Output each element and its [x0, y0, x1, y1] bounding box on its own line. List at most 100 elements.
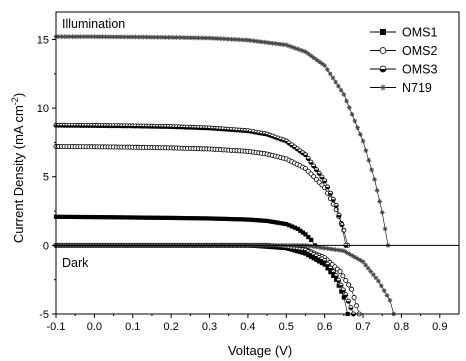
data-point — [254, 218, 259, 223]
data-point — [177, 215, 182, 221]
data-point — [370, 272, 376, 278]
data-point — [223, 216, 229, 222]
data-point — [56, 34, 62, 40]
data-point — [259, 39, 265, 45]
data-point — [272, 41, 278, 46]
data-point — [378, 283, 384, 289]
data-point — [185, 216, 190, 221]
data-point — [275, 41, 281, 47]
x-tick-label: 0.5 — [279, 321, 294, 333]
data-point — [335, 83, 341, 89]
data-point — [196, 216, 201, 221]
data-point — [284, 221, 289, 227]
data-point — [138, 215, 144, 220]
data-point — [67, 34, 73, 40]
data-point — [149, 34, 155, 40]
data-point — [303, 232, 308, 237]
data-point — [333, 273, 339, 279]
data-point — [322, 257, 328, 263]
legend-marker — [380, 29, 386, 35]
data-point — [248, 38, 254, 43]
data-point — [81, 214, 86, 220]
data-point — [242, 37, 248, 43]
data-point — [349, 253, 355, 258]
data-point — [94, 34, 100, 40]
data-point — [171, 215, 176, 221]
data-point — [373, 275, 379, 281]
data-point — [387, 297, 393, 303]
data-point — [352, 118, 358, 124]
data-point — [226, 36, 232, 42]
data-point — [193, 35, 199, 41]
data-point — [335, 247, 341, 253]
data-point — [237, 217, 242, 222]
data-point — [311, 256, 316, 261]
data-point — [289, 224, 295, 229]
data-point — [97, 34, 103, 40]
x-tick-label: 0.8 — [394, 321, 409, 333]
data-point — [61, 34, 67, 40]
data-point — [325, 184, 331, 190]
data-point — [190, 216, 196, 221]
data-point — [357, 131, 363, 137]
y-tick-label: 0 — [43, 240, 49, 252]
data-point — [251, 217, 256, 223]
data-point — [245, 217, 251, 222]
data-point — [340, 273, 346, 279]
y-tick-label: -5 — [39, 309, 49, 321]
legend-label: N719 — [402, 81, 432, 95]
data-point — [325, 67, 330, 73]
data-point — [262, 218, 267, 223]
axes-layer: -0.1 0.0 0.1 0.2 0.3 0.4 0.5 0.6 0.7 0.8 0.9 -5 0 5 10… — [37, 11, 460, 333]
data-point — [341, 91, 347, 97]
data-point — [144, 215, 149, 220]
data-point — [333, 203, 339, 209]
data-point — [229, 36, 234, 42]
data-point — [75, 214, 81, 220]
data-point — [360, 259, 366, 265]
data-point — [218, 216, 223, 221]
data-point — [306, 253, 311, 258]
data-point — [158, 215, 163, 220]
data-point — [91, 34, 97, 40]
data-point — [237, 37, 243, 43]
data-point — [297, 47, 303, 53]
data-point — [155, 34, 160, 40]
data-point — [256, 39, 262, 44]
data-point — [360, 138, 366, 144]
data-point — [349, 286, 355, 292]
series-line-dark — [56, 245, 395, 315]
data-point — [270, 40, 275, 46]
data-point — [253, 38, 259, 44]
data-point — [67, 214, 72, 220]
x-tick-label: 0.1 — [125, 321, 140, 333]
data-point — [182, 216, 187, 221]
data-point — [144, 34, 149, 40]
data-point — [363, 148, 369, 154]
data-point — [116, 215, 122, 220]
data-point — [100, 215, 105, 220]
data-point — [209, 35, 215, 41]
data-point — [108, 215, 113, 220]
data-point — [343, 292, 349, 298]
data-point — [338, 87, 344, 93]
data-point — [346, 105, 352, 111]
data-point — [127, 34, 133, 40]
data-point — [369, 167, 375, 173]
data-point — [119, 34, 125, 40]
data-point — [81, 34, 86, 40]
data-point — [354, 303, 360, 309]
data-point — [133, 34, 138, 40]
legend-item-oms3: OMS3 — [370, 63, 437, 77]
data-point — [368, 269, 374, 274]
data-point — [376, 278, 381, 284]
data-point — [305, 155, 311, 161]
data-point — [105, 215, 111, 220]
data-point — [322, 178, 328, 184]
data-point — [302, 152, 308, 158]
data-point — [171, 35, 177, 40]
data-point — [89, 214, 94, 220]
data-point — [240, 37, 245, 43]
data-point — [281, 221, 286, 226]
data-point — [152, 34, 158, 40]
